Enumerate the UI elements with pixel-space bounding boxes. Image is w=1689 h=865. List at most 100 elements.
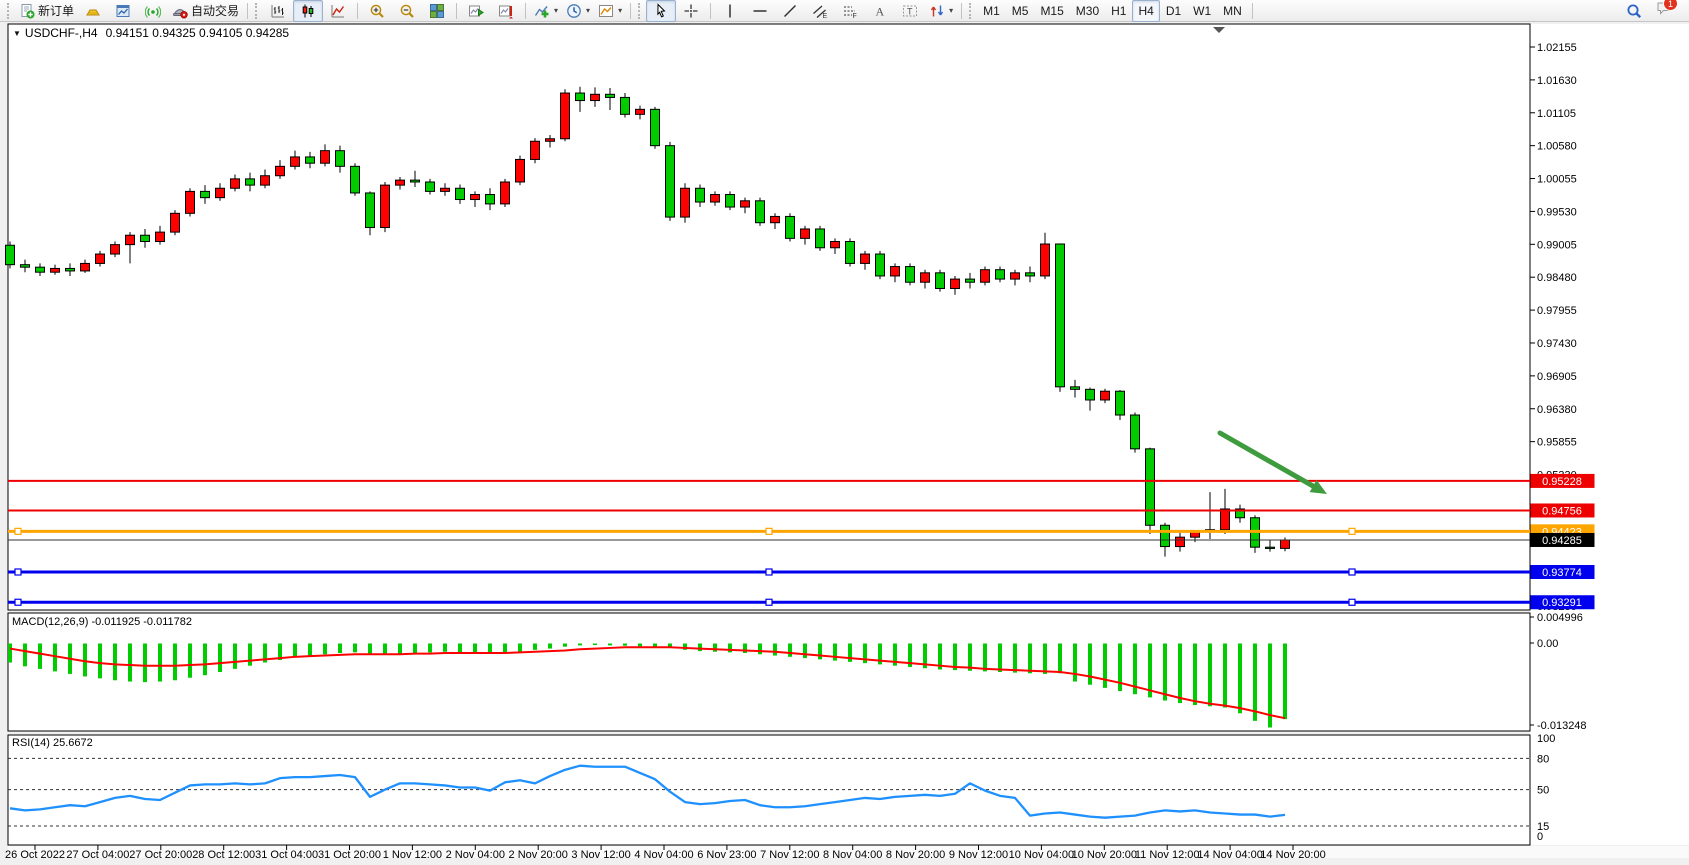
time-axis[interactable]: 26 Oct 2022 27 Oct 04:00 27 Oct 20:00 28 Oc… — [5, 845, 1326, 861]
support-line-1-handle[interactable] — [765, 568, 773, 576]
text-label-button[interactable]: T — [895, 0, 925, 22]
tf-mn-button[interactable]: MN — [1217, 0, 1248, 22]
tile-windows-button[interactable] — [422, 0, 452, 22]
support-line-1-handle[interactable] — [14, 568, 22, 576]
tf-w1-button[interactable]: W1 — [1187, 0, 1217, 22]
svg-text:14 Nov 20:00: 14 Nov 20:00 — [1260, 849, 1325, 861]
tile-windows-icon — [430, 3, 445, 18]
support-line-1-handle[interactable] — [1348, 568, 1356, 576]
chevron-down-icon[interactable]: ▾ — [949, 6, 954, 15]
new-order-button[interactable]: 新订单 — [15, 0, 78, 22]
pivot-line-handle[interactable] — [14, 527, 22, 535]
zoom-in-button[interactable] — [362, 0, 392, 22]
periods-button[interactable]: ▾ — [562, 0, 594, 22]
zoom-out-button[interactable] — [392, 0, 422, 22]
signals-button[interactable] — [138, 0, 168, 22]
svg-text:0: 0 — [1537, 831, 1543, 843]
macd-series — [8, 643, 1287, 728]
text-icon: A — [876, 4, 885, 18]
arrow-annotation[interactable] — [1217, 430, 1327, 494]
chart-shift-marker[interactable] — [1213, 27, 1225, 33]
svg-text:1.02155: 1.02155 — [1537, 42, 1577, 54]
tf-d1-button[interactable]: D1 — [1160, 0, 1187, 22]
bar-chart-button[interactable] — [263, 0, 293, 22]
horizontal-line-button[interactable] — [745, 0, 775, 22]
svg-text:0.95228: 0.95228 — [1542, 476, 1582, 488]
text-button[interactable]: A — [865, 0, 895, 22]
svg-text:0.99005: 0.99005 — [1537, 239, 1577, 251]
svg-text:F: F — [853, 13, 857, 19]
tf-m30-button[interactable]: M30 — [1070, 0, 1105, 22]
tf-m5-button[interactable]: M5 — [1006, 0, 1035, 22]
main-chart-panel[interactable] — [7, 23, 1531, 611]
support-line-2-handle[interactable] — [14, 598, 22, 606]
tf-m15-button[interactable]: M15 — [1034, 0, 1069, 22]
auto-scroll-button[interactable] — [461, 0, 491, 22]
chart-shift-button[interactable] — [491, 0, 521, 22]
svg-text:15: 15 — [1537, 821, 1549, 833]
toolbar-separator — [630, 2, 632, 19]
crosshair-icon — [684, 4, 698, 17]
svg-text:0.94756: 0.94756 — [1542, 505, 1582, 517]
indicators-button[interactable]: ▾ — [530, 0, 562, 22]
toolbar-grip — [255, 2, 260, 19]
templates-button[interactable]: ▾ — [594, 0, 626, 22]
search-button[interactable] — [1619, 0, 1649, 22]
crosshair-button[interactable] — [676, 0, 706, 22]
svg-text:27 Oct 04:00: 27 Oct 04:00 — [66, 849, 129, 861]
tf-h1-button[interactable]: H1 — [1105, 0, 1132, 22]
one-click-trading-toggle[interactable]: ▼ — [13, 29, 21, 38]
pivot-line-handle[interactable] — [1348, 527, 1356, 535]
line-chart-button[interactable] — [323, 0, 353, 22]
svg-text:0.004996: 0.004996 — [1537, 612, 1583, 624]
chart-ohlc-values: 0.94151 0.94325 0.94105 0.94285 — [105, 26, 290, 40]
auto-scroll-icon — [469, 5, 484, 16]
rsi-scale: 100 80 50 150 — [8, 733, 1555, 843]
cursor-icon — [657, 2, 666, 17]
tf-mn-button-label: MN — [1223, 3, 1242, 18]
tf-m1-button[interactable]: M1 — [977, 0, 1006, 22]
toolbar-separator — [525, 2, 527, 19]
arrows-button[interactable]: ▾ — [925, 0, 957, 22]
chevron-down-icon[interactable]: ▾ — [618, 6, 623, 15]
cursor-button[interactable] — [646, 0, 677, 22]
pivot-line-handle[interactable] — [765, 527, 773, 535]
toolbar-grip — [7, 2, 12, 19]
tf-h4-button[interactable]: H4 — [1132, 0, 1160, 22]
candlestick-button[interactable] — [293, 0, 324, 22]
svg-text:E: E — [823, 13, 828, 19]
arrows-icon — [930, 5, 944, 16]
label-icon: T — [903, 5, 918, 16]
candlestick-series — [5, 86, 1290, 557]
tf-m30-button-label: M30 — [1075, 3, 1100, 18]
charts-window-button[interactable] — [108, 0, 138, 22]
resistance-line-2-price-badge — [1530, 503, 1595, 518]
support-line-2-handle[interactable] — [1348, 598, 1356, 606]
notification-badge: 1 — [1663, 0, 1678, 11]
gold-button[interactable] — [78, 0, 108, 22]
svg-text:0.97955: 0.97955 — [1537, 305, 1577, 317]
fibonacci-icon: F — [844, 6, 857, 19]
autotrading-button[interactable]: 自动交易 — [168, 0, 243, 22]
toolbar-separator — [247, 2, 249, 19]
svg-text:T: T — [907, 6, 913, 16]
svg-text:10 Nov 04:00: 10 Nov 04:00 — [1009, 849, 1074, 861]
trendline-button[interactable] — [775, 0, 805, 22]
support-line-2-handle[interactable] — [765, 598, 773, 606]
chat-button[interactable]: 1 — [1649, 0, 1679, 22]
new-order-icon — [21, 3, 35, 18]
svg-text:27 Oct 20:00: 27 Oct 20:00 — [129, 849, 192, 861]
equidistant-channel-button[interactable]: E — [805, 0, 835, 22]
tf-m15-button-label: M15 — [1040, 3, 1064, 18]
templates-icon — [599, 4, 614, 17]
autotrading-button-label: 自动交易 — [191, 4, 240, 18]
macd-panel[interactable] — [7, 612, 1531, 732]
svg-text:0.96380: 0.96380 — [1537, 404, 1577, 416]
line-chart-icon — [331, 4, 345, 17]
rsi-line — [9, 764, 1286, 819]
vertical-line-button[interactable] — [715, 0, 745, 22]
fibonacci-button[interactable]: F — [835, 0, 865, 22]
chevron-down-icon[interactable]: ▾ — [586, 6, 591, 15]
chevron-down-icon[interactable]: ▾ — [554, 6, 559, 15]
